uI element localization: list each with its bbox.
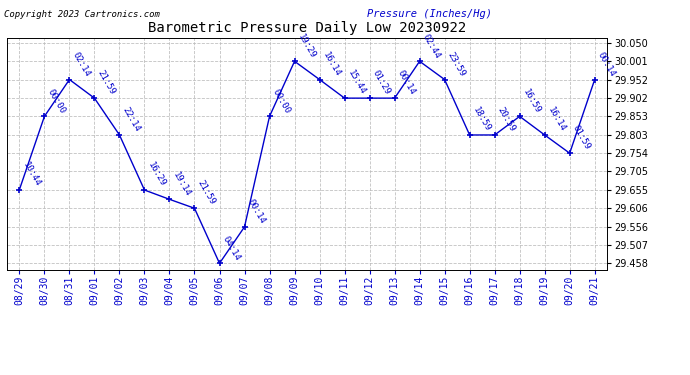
Text: 16:29: 16:29: [146, 161, 167, 189]
Text: 00:00: 00:00: [270, 87, 292, 115]
Text: 19:29: 19:29: [296, 32, 317, 60]
Text: 21:59: 21:59: [96, 69, 117, 97]
Text: 00:14: 00:14: [396, 69, 417, 97]
Text: 04:14: 04:14: [221, 234, 242, 262]
Text: 16:14: 16:14: [321, 50, 342, 78]
Text: 16:59: 16:59: [521, 87, 542, 115]
Text: 16:14: 16:14: [546, 106, 567, 134]
Text: Pressure (Inches/Hg): Pressure (Inches/Hg): [367, 9, 492, 19]
Text: 00:00: 00:00: [46, 87, 67, 115]
Text: 23:59: 23:59: [446, 50, 467, 78]
Text: Copyright 2023 Cartronics.com: Copyright 2023 Cartronics.com: [4, 10, 160, 19]
Text: 19:14: 19:14: [170, 170, 192, 198]
Text: 18:59: 18:59: [471, 106, 492, 134]
Text: 22:14: 22:14: [121, 106, 142, 134]
Text: 00:14: 00:14: [596, 50, 617, 78]
Text: 00:14: 00:14: [246, 198, 267, 225]
Text: 15:44: 15:44: [346, 69, 367, 97]
Text: 02:44: 02:44: [421, 32, 442, 60]
Text: 02:14: 02:14: [70, 50, 92, 78]
Text: 01:59: 01:59: [571, 124, 592, 152]
Text: 10:44: 10:44: [21, 160, 42, 188]
Title: Barometric Pressure Daily Low 20230922: Barometric Pressure Daily Low 20230922: [148, 21, 466, 35]
Text: 01:29: 01:29: [371, 69, 392, 97]
Text: 20:59: 20:59: [496, 106, 517, 134]
Text: 21:59: 21:59: [196, 179, 217, 207]
